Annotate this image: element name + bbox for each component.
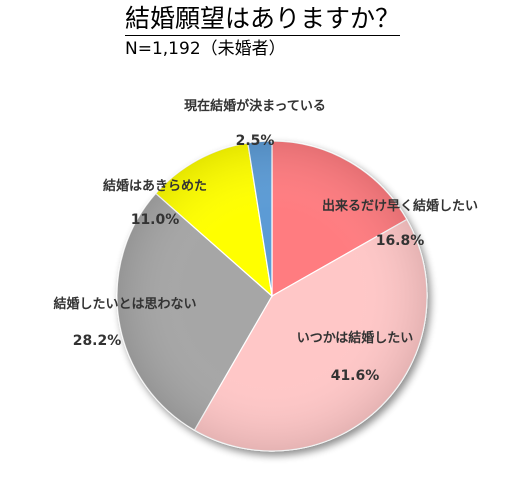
slice-label: 現在結婚が決まっている xyxy=(184,98,326,114)
slice-value-label: 28.2% xyxy=(73,333,122,349)
slice-label: 出来るだけ早く結婚したい xyxy=(322,198,478,214)
slice-value-label: 41.6% xyxy=(331,368,380,384)
slice-value-label: 11.0% xyxy=(131,212,180,228)
chart-subtitle: N=1,192（未婚者） xyxy=(125,39,286,59)
chart-title: 結婚願望はありますか？ xyxy=(125,4,401,36)
slice-value-label: 16.8% xyxy=(376,233,425,249)
slice-label: 結婚はあきらめた xyxy=(103,178,207,194)
slice-label: いつかは結婚したい xyxy=(297,330,413,346)
slice-label: 結婚したいとは思わない xyxy=(53,296,196,312)
slice-value-label: 2.5% xyxy=(236,133,275,149)
title-block: 結婚願望はありますか？ N=1,192（未婚者） xyxy=(125,4,401,60)
